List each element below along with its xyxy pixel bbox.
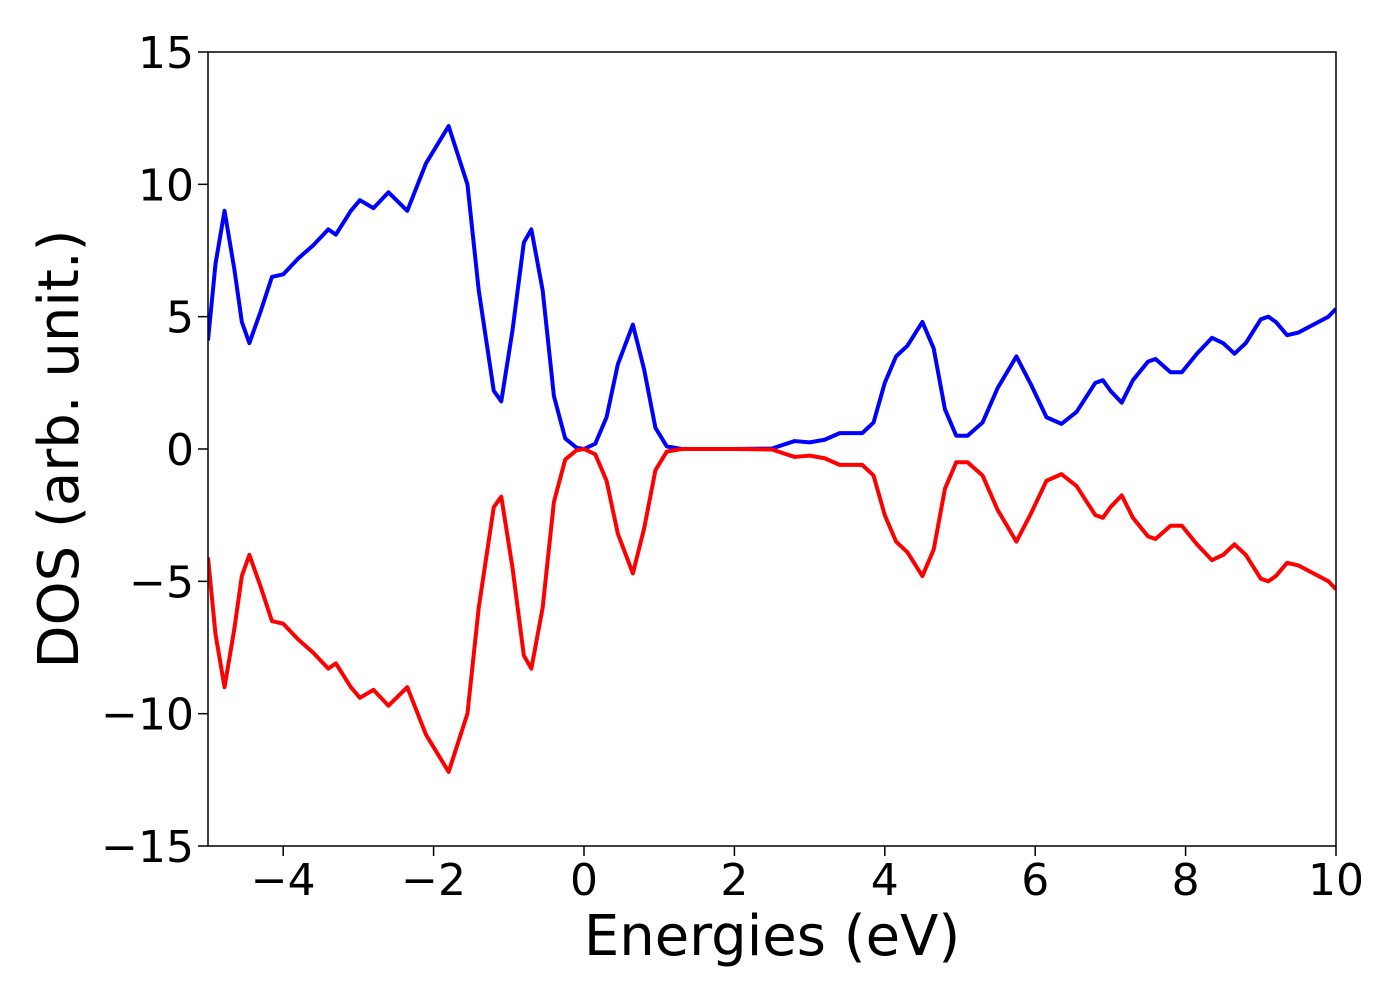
y-tick-label: 10 — [138, 160, 194, 211]
x-tick-label: 4 — [871, 855, 899, 906]
x-axis-label: Energies (eV) — [584, 904, 960, 969]
y-axis-label: DOS (arb. unit.) — [27, 229, 92, 668]
x-tick-label: 2 — [720, 855, 748, 906]
dos-line — [208, 124, 1336, 451]
y-tick-label: −5 — [129, 557, 194, 608]
x-tick-label: 8 — [1172, 855, 1200, 906]
y-tick-label: −10 — [101, 690, 194, 741]
x-tick-label: −4 — [251, 855, 316, 906]
x-tick-label: 10 — [1308, 855, 1364, 906]
x-tick-label: −2 — [401, 855, 466, 906]
plot-frame — [207, 51, 1337, 847]
dos-line — [208, 447, 1336, 774]
y-tick-label: 15 — [138, 28, 194, 79]
x-tick-label: 6 — [1021, 855, 1049, 906]
x-tick-label: 0 — [570, 855, 598, 906]
y-tick-label: −15 — [101, 822, 194, 873]
y-tick-label: 0 — [166, 425, 194, 476]
y-tick-label: 5 — [166, 293, 194, 344]
